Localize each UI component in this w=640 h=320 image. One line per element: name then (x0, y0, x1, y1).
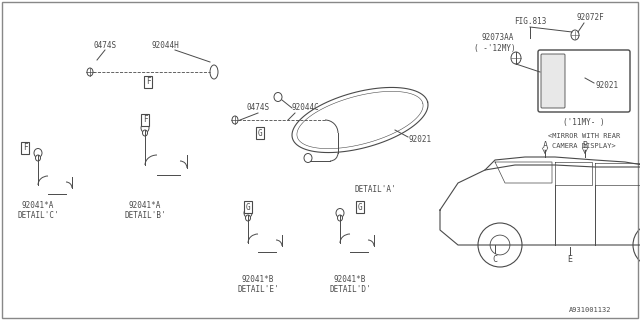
Ellipse shape (87, 68, 93, 76)
Text: 92041*B: 92041*B (334, 276, 366, 284)
Text: G: G (258, 129, 262, 138)
Ellipse shape (336, 209, 344, 218)
Text: 92021: 92021 (595, 81, 618, 90)
Text: 0474S: 0474S (246, 103, 269, 113)
Text: B: B (582, 140, 588, 149)
Text: 92041*A: 92041*A (129, 201, 161, 210)
Circle shape (490, 235, 510, 255)
Text: G: G (358, 203, 362, 212)
Text: A931001132: A931001132 (569, 307, 611, 313)
Text: G: G (246, 203, 250, 212)
Text: FIG.813: FIG.813 (514, 18, 546, 27)
Text: DETAIL'C': DETAIL'C' (17, 211, 59, 220)
Text: 92044H: 92044H (151, 41, 179, 50)
Text: ('11MY- ): ('11MY- ) (563, 117, 605, 126)
Text: 92072F: 92072F (576, 13, 604, 22)
Text: 0474S: 0474S (93, 41, 116, 50)
Text: 92044C: 92044C (291, 103, 319, 113)
Text: 92041*B: 92041*B (242, 276, 274, 284)
Text: A: A (543, 140, 547, 149)
Text: DETAIL'A': DETAIL'A' (354, 186, 396, 195)
Text: 92073AA: 92073AA (482, 34, 514, 43)
Ellipse shape (141, 124, 149, 132)
Ellipse shape (232, 116, 238, 124)
Ellipse shape (246, 215, 250, 221)
Text: <MIRROR WITH REAR: <MIRROR WITH REAR (548, 133, 620, 139)
Text: F: F (146, 77, 150, 86)
Ellipse shape (34, 148, 42, 157)
FancyBboxPatch shape (538, 50, 630, 112)
Ellipse shape (274, 92, 282, 101)
Text: DETAIL'B': DETAIL'B' (124, 211, 166, 220)
Ellipse shape (304, 154, 312, 163)
Ellipse shape (35, 155, 40, 161)
Circle shape (478, 223, 522, 267)
Text: F: F (143, 116, 147, 124)
Ellipse shape (571, 30, 579, 40)
Text: 92021: 92021 (408, 135, 431, 145)
Ellipse shape (337, 215, 342, 221)
Text: ( -'12MY): ( -'12MY) (474, 44, 516, 52)
Ellipse shape (511, 52, 521, 64)
Text: C: C (493, 255, 497, 265)
Text: DETAIL'D': DETAIL'D' (329, 285, 371, 294)
Text: E: E (568, 255, 573, 265)
Text: DETAIL'E': DETAIL'E' (237, 285, 279, 294)
Text: CAMERA DISPLAY>: CAMERA DISPLAY> (552, 143, 616, 149)
Ellipse shape (143, 130, 147, 136)
Text: 92041*A: 92041*A (22, 201, 54, 210)
Ellipse shape (210, 65, 218, 79)
Circle shape (633, 223, 640, 267)
Text: F: F (22, 143, 28, 153)
Ellipse shape (244, 209, 252, 218)
FancyBboxPatch shape (541, 54, 565, 108)
